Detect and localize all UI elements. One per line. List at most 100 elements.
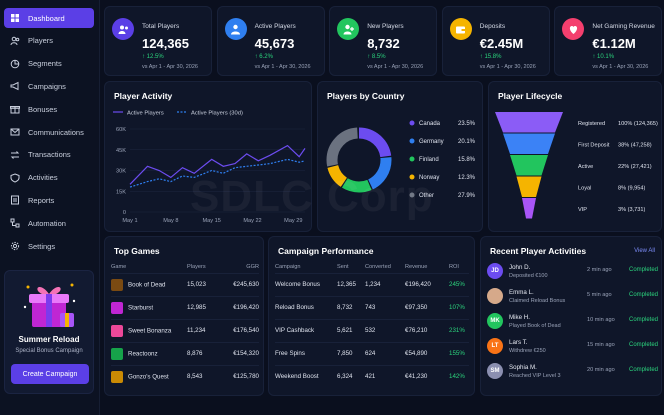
sidebar-item-automation[interactable]: Automation bbox=[4, 213, 94, 233]
megaphone-icon bbox=[10, 81, 20, 91]
kpi-change: ↑ 10.1% bbox=[592, 54, 615, 60]
status-badge: Completed bbox=[629, 342, 659, 348]
table-row[interactable]: Reload Bonus 8,732 743 €97,350 107% bbox=[275, 295, 469, 319]
transactions-icon bbox=[10, 150, 20, 160]
game-name: Gonzo's Quest bbox=[128, 373, 169, 381]
donut-slice-finland bbox=[326, 127, 392, 193]
kpi-value: 124,365 bbox=[142, 36, 189, 51]
user-icon bbox=[224, 18, 247, 40]
kpi-value: €1.12M bbox=[592, 36, 636, 51]
campaign-name: VIP Cashback bbox=[275, 318, 337, 342]
sidebar-item-reports[interactable]: Reports bbox=[4, 190, 94, 210]
lifecycle-label: Loyal bbox=[578, 185, 591, 191]
table-row[interactable]: Book of Dead 15,023 €245,630 bbox=[111, 272, 259, 296]
sidebar-item-bonuses[interactable]: Bonuses bbox=[4, 99, 94, 119]
y-tick-label: 60K bbox=[116, 127, 126, 133]
sidebar-item-label: Reports bbox=[28, 195, 55, 205]
country-label: Finland bbox=[419, 157, 439, 163]
new-players-card: New Players 8,732 ↑ 8.5% vs Apr 1 - Apr 30,… bbox=[329, 6, 438, 76]
campaign-roi: 155% bbox=[449, 341, 469, 365]
kpi-period: vs Apr 1 - Apr 30, 2026 bbox=[142, 64, 198, 70]
campaign-header-converted: Converted bbox=[365, 263, 391, 270]
lifecycle-value: 8% (9,954) bbox=[618, 185, 645, 191]
sidebar-item-label: Settings bbox=[28, 241, 56, 251]
games-header-players: Players bbox=[187, 263, 206, 270]
kpi-title: New Players bbox=[367, 23, 404, 30]
legend-dot-norway bbox=[409, 174, 415, 180]
game-thumbnail-icon bbox=[111, 324, 123, 337]
avatar bbox=[487, 288, 503, 304]
activity-description: Claimed Reload Bonus bbox=[509, 298, 566, 304]
status-badge: Completed bbox=[629, 267, 659, 273]
sidebar-item-activities[interactable]: Activities bbox=[4, 168, 94, 188]
status-badge: Completed bbox=[629, 317, 659, 323]
activity-time: 2 min ago bbox=[587, 267, 612, 273]
game-name: Sweet Bonanza bbox=[128, 327, 172, 335]
player-activity-card: Player Activity Active Players Active Pla… bbox=[104, 81, 312, 232]
promo-subtitle: Special Bonus Campaign bbox=[15, 348, 83, 354]
donut-slice-germany bbox=[326, 127, 392, 193]
list-item[interactable]: Emma L. Claimed Reload Bonus 5 min ago Comp… bbox=[487, 286, 658, 309]
activity-time: 15 min ago bbox=[587, 342, 615, 348]
activity-time: 5 min ago bbox=[587, 292, 612, 298]
lifecycle-label: Active bbox=[578, 164, 593, 170]
table-row[interactable]: Sweet Bonanza 11,234 €176,540 bbox=[111, 318, 259, 342]
campaign-name: Welcome Bonus bbox=[275, 272, 337, 296]
sidebar-item-segments[interactable]: Segments bbox=[4, 54, 94, 74]
campaign-sent: 7,850 bbox=[337, 341, 365, 365]
status-badge: Completed bbox=[629, 367, 659, 373]
x-tick-label: May 29 bbox=[284, 218, 302, 224]
sidebar-item-label: Transactions bbox=[28, 150, 71, 160]
game-cell: Reactoonz bbox=[111, 341, 187, 365]
lifecycle-value: 38% (47,258) bbox=[618, 142, 652, 148]
kpi-period: vs Apr 1 - Apr 30, 2026 bbox=[479, 64, 536, 70]
table-row[interactable]: Welcome Bonus 12,365 1,234 €196,420 245% bbox=[275, 272, 469, 296]
list-item[interactable]: JD John D. Deposited €100 2 min ago Complete… bbox=[487, 261, 659, 284]
create-campaign-button[interactable]: Create Campaign bbox=[11, 364, 89, 384]
table-row[interactable]: Gonzo's Quest 8,543 €125,780 bbox=[111, 364, 259, 388]
sidebar-item-dashboard[interactable]: Dashboard bbox=[4, 8, 94, 28]
sidebar-item-campaigns[interactable]: Campaigns bbox=[4, 76, 94, 96]
users-icon bbox=[112, 18, 134, 40]
campaign-name: Weekend Boost bbox=[275, 364, 337, 388]
campaign-converted: 624 bbox=[365, 341, 405, 365]
table-row[interactable]: Reactoonz 8,876 €154,320 bbox=[111, 341, 259, 365]
campaign-sent: 5,621 bbox=[337, 318, 365, 342]
activity-player-name: Emma L. bbox=[509, 289, 534, 296]
net-gaming-revenue-card: Net Gaming Revenue €1.12M ↑ 10.1% vs Apr 1 … bbox=[554, 6, 663, 76]
country-label: Norway bbox=[419, 175, 439, 181]
game-cell: Book of Dead bbox=[111, 272, 187, 296]
list-item[interactable]: LT Lars T. Withdrew €250 15 min ago Complete… bbox=[487, 336, 659, 359]
donut-slice-canada bbox=[326, 127, 392, 193]
sidebar-item-transactions[interactable]: Transactions bbox=[4, 145, 94, 165]
table-row[interactable]: Free Spins 7,850 624 €54,890 155% bbox=[275, 341, 469, 365]
activity-player-name: John D. bbox=[509, 264, 531, 271]
y-tick-label: 30K bbox=[116, 169, 126, 175]
sidebar-item-communications[interactable]: Communications bbox=[4, 122, 94, 142]
sidebar-item-settings[interactable]: Settings bbox=[4, 236, 94, 256]
list-item[interactable]: SM Sophia M. Reached VIP Level 3 20 min ago… bbox=[487, 361, 659, 384]
country-value: 27.9% bbox=[458, 193, 476, 199]
activity-description: Played Book of Dead bbox=[509, 323, 561, 329]
player-activity-title: Player Activity bbox=[114, 91, 173, 101]
funnel-stage-first-deposit bbox=[503, 133, 555, 154]
players-by-country-title: Players by Country bbox=[327, 91, 405, 101]
legend-dot-germany bbox=[409, 138, 415, 144]
activity-time: 20 min ago bbox=[587, 367, 615, 373]
list-item[interactable]: MK Mike H. Played Book of Dead 10 min ago Co… bbox=[487, 311, 659, 334]
lifecycle-label: Registered bbox=[578, 121, 605, 127]
legend-label-0: Active Players bbox=[127, 111, 164, 117]
table-row[interactable]: VIP Cashback 5,621 532 €76,210 231% bbox=[275, 318, 469, 342]
heart-icon bbox=[562, 18, 585, 40]
top-games-table: Game Players GGR Book of Dead 15,023 €245,… bbox=[111, 261, 259, 388]
sidebar-item-players[interactable]: Players bbox=[4, 31, 94, 51]
view-all-link[interactable]: View All bbox=[634, 248, 655, 254]
kpi-period: vs Apr 1 - Apr 30, 2026 bbox=[592, 64, 649, 70]
kpi-change: ↑ 12.5% bbox=[142, 54, 164, 60]
country-label: Other bbox=[419, 193, 434, 199]
game-cell: Gonzo's Quest bbox=[111, 364, 187, 388]
table-row[interactable]: Starburst 12,985 €196,420 bbox=[111, 295, 259, 319]
activity-description: Withdrew €250 bbox=[509, 348, 546, 354]
lifecycle-value: 100% (124,365) bbox=[618, 121, 658, 127]
table-row[interactable]: Weekend Boost 6,324 421 €41,230 142% bbox=[275, 364, 469, 388]
